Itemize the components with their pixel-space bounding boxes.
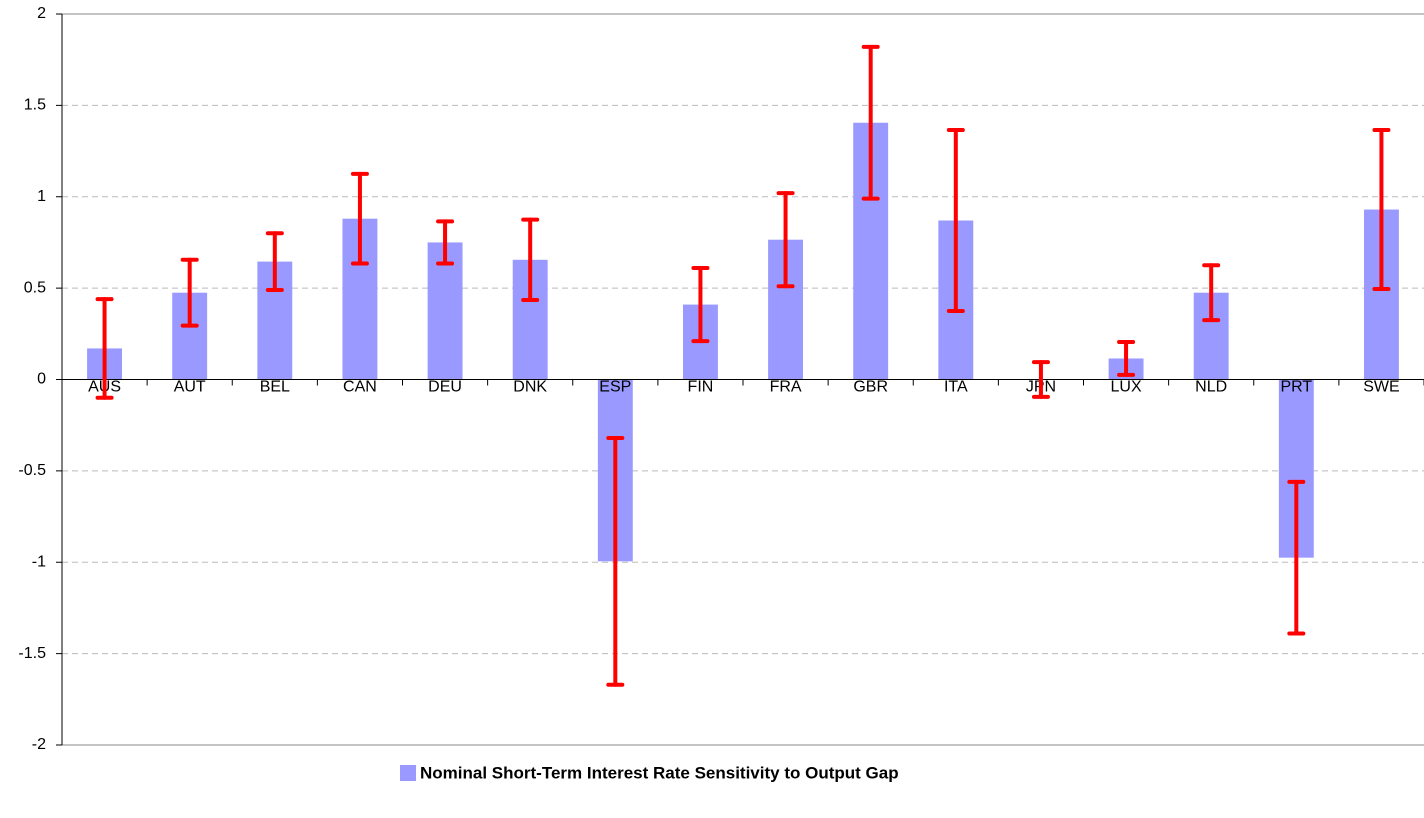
- error-bar: [1117, 340, 1136, 377]
- error-bar: [776, 191, 795, 289]
- error-bar: [95, 297, 114, 400]
- error-bar: [350, 171, 369, 266]
- x-tick-label: CAN: [343, 379, 377, 396]
- y-tick-label: 1: [37, 188, 46, 205]
- x-tick-label: ITA: [944, 379, 968, 396]
- y-tick-label: -2: [32, 736, 46, 753]
- x-tick-label: DNK: [513, 379, 547, 396]
- x-tick-label: GBR: [853, 379, 888, 396]
- legend-label: Nominal Short-Term Interest Rate Sensiti…: [420, 763, 899, 782]
- x-tick-label: DEU: [428, 379, 462, 396]
- error-bar: [1031, 360, 1050, 399]
- y-tick-label: 0.5: [24, 279, 46, 296]
- x-tick-label: FRA: [770, 379, 802, 396]
- error-bar: [180, 257, 199, 328]
- y-tick-label: 0: [37, 371, 46, 388]
- error-bar: [1372, 128, 1391, 292]
- error-bar: [1287, 479, 1306, 636]
- y-tick-label: 2: [37, 5, 46, 22]
- x-tick-label: BEL: [260, 379, 290, 396]
- x-tick-label: PRT: [1280, 379, 1312, 396]
- error-bar: [691, 266, 710, 344]
- error-bar: [265, 231, 284, 292]
- x-tick-label: ESP: [599, 379, 631, 396]
- y-tick-label: -1: [32, 553, 46, 570]
- y-tick-label: -0.5: [18, 462, 46, 479]
- error-bar: [521, 217, 540, 303]
- y-tick-label: -1.5: [18, 645, 46, 662]
- error-bar: [861, 44, 880, 201]
- x-tick-label: LUX: [1111, 379, 1142, 396]
- x-tick-label: AUT: [174, 379, 206, 396]
- error-bar: [436, 219, 455, 266]
- x-tick-label: SWE: [1363, 379, 1399, 396]
- legend-swatch: [400, 765, 416, 781]
- x-tick-label: NLD: [1195, 379, 1227, 396]
- error-bar: [606, 435, 625, 687]
- x-tick-label: FIN: [688, 379, 714, 396]
- y-tick-label: 1.5: [24, 97, 46, 114]
- error-bar: [946, 128, 965, 313]
- error-bar: [1202, 263, 1221, 323]
